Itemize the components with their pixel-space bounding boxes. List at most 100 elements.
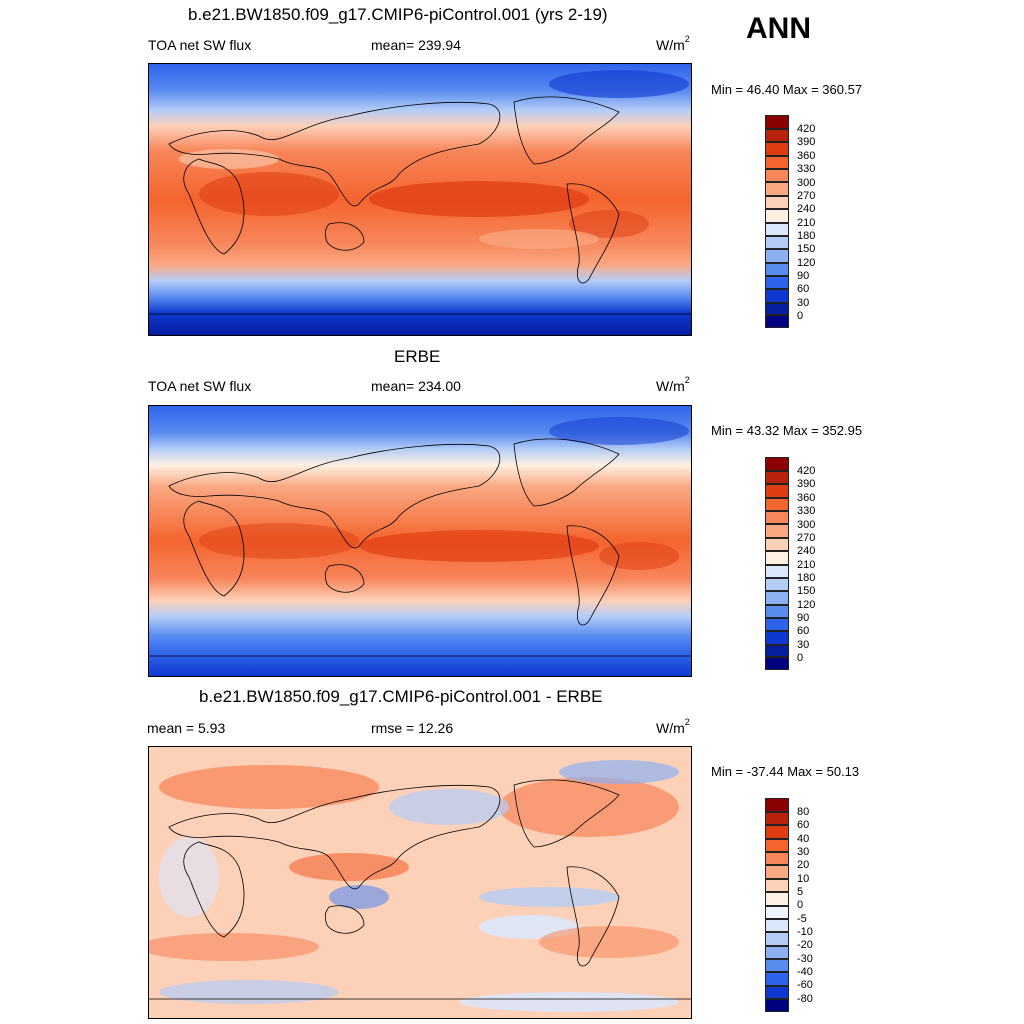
- panel2-swatch: [765, 591, 789, 605]
- panel2-colorbar-label: 210: [797, 559, 816, 571]
- panel1-swatch: [765, 303, 789, 315]
- panel3-swatch: [765, 879, 789, 892]
- panel2-swatch: [765, 538, 789, 551]
- panel3-swatch: [765, 906, 789, 919]
- panel1-swatch: [765, 276, 789, 289]
- panel1-colorbar-label: 360: [797, 150, 816, 162]
- panel3-swatch: [765, 798, 789, 812]
- panel1-colorbar-label: 150: [797, 243, 816, 255]
- panel1-title: b.e21.BW1850.f09_g17.CMIP6-piControl.001…: [188, 5, 608, 24]
- panel1-swatch: [765, 223, 789, 236]
- panel2-title: ERBE: [394, 347, 441, 366]
- panel1-colorbar-label: 420: [797, 123, 816, 135]
- panel2-swatch: [765, 605, 789, 618]
- panel3-colorbar-label: 40: [797, 833, 810, 845]
- panel3-units: W/m2: [656, 717, 690, 736]
- panel3-swatch: [765, 852, 789, 865]
- panel3-swatch: [765, 959, 789, 972]
- panel2-minmax: Min = 43.32 Max = 352.95: [711, 423, 863, 438]
- panel3-swatch: [765, 919, 789, 932]
- panel3-swatch: [765, 825, 789, 839]
- panel1-swatch: [765, 115, 789, 129]
- panel3-colorbar-label: -60: [797, 979, 813, 991]
- panel3-swatch: [765, 972, 789, 986]
- panel2-colorbar-label: 0: [797, 652, 804, 664]
- panel1-variable-label: TOA net SW flux: [148, 37, 252, 53]
- panel2-colorbar-label: 60: [797, 625, 810, 637]
- panel3-colorbar-label: 10: [797, 873, 810, 885]
- panel3-swatch: [765, 892, 789, 906]
- panel1-minmax: Min = 46.40 Max = 360.57: [711, 82, 863, 97]
- panel2-swatch: [765, 471, 789, 484]
- panel2-colorbar-label: 30: [797, 639, 810, 651]
- panel1-colorbar-label: 60: [797, 283, 810, 295]
- panel2-colorbar-label: 420: [797, 465, 816, 477]
- panel2-colorbar-label: 90: [797, 612, 810, 624]
- panel2-colorbar-label: 330: [797, 505, 816, 517]
- panel1-colorbar: 420 390 360 330 300 270 240 210 180 150 …: [765, 115, 815, 328]
- panel3-swatch: [765, 946, 789, 959]
- panel2-colorbar-label: 150: [797, 585, 816, 597]
- panel2-units: W/m2: [656, 375, 690, 394]
- panel3-colorbar-label: -80: [797, 993, 813, 1005]
- panel1-colorbar-label: 270: [797, 190, 816, 202]
- panel1-swatch: [765, 196, 789, 209]
- panel1-swatch: [765, 315, 789, 328]
- panel1-colorbar-label: 240: [797, 203, 816, 215]
- panel3-swatch: [765, 812, 789, 825]
- panel3-colorbar-label: -30: [797, 953, 813, 965]
- panel3-colorbar-label: -10: [797, 926, 813, 938]
- panel2-colorbar: 420 390 360 330 300 270 240 210 180 150 …: [765, 457, 815, 670]
- panel1-swatch: [765, 263, 789, 276]
- panel2-variable-label: TOA net SW flux: [148, 378, 252, 394]
- panel2-colorbar-label: 390: [797, 478, 816, 490]
- panel2-swatch: [765, 631, 789, 645]
- panel1-colorbar-label: 0: [797, 310, 804, 322]
- panel1-swatch: [765, 236, 789, 249]
- panel1-colorbar-label: 210: [797, 217, 816, 229]
- panel1-swatch: [765, 129, 789, 142]
- panel1-swatch: [765, 169, 789, 182]
- panel3-swatch: [765, 839, 789, 852]
- panel3-colorbar: 80 60 40 30 20 10 5 0 -5 -10 -20 -30 -40…: [765, 798, 813, 1012]
- panel2-swatch: [765, 511, 789, 524]
- panel2-mean-label: mean= 234.00: [371, 378, 461, 394]
- panel3-swatch: [765, 865, 789, 879]
- panel2-swatch: [765, 657, 789, 670]
- panel1-colorbar-label: 120: [797, 257, 816, 269]
- panel2-swatch: [765, 565, 789, 578]
- panel1-swatch: [765, 142, 789, 156]
- panel2-colorbar-label: 240: [797, 545, 816, 557]
- panel3-colorbar-label: 60: [797, 819, 810, 831]
- panel2-colorbar-label: 180: [797, 572, 816, 584]
- panel2-swatch: [765, 524, 789, 538]
- panel2-swatch: [765, 498, 789, 511]
- panel3-mean-label: mean = 5.93: [147, 720, 226, 736]
- panel3-colorbar-label: 0: [797, 899, 804, 911]
- panel1-colorbar-label: 30: [797, 297, 810, 309]
- panel1-units: W/m2: [656, 34, 690, 53]
- panel1-map: [148, 63, 692, 336]
- panel3-colorbar-label: 20: [797, 859, 810, 871]
- panel3-swatch: [765, 932, 789, 946]
- panel1-swatch: [765, 209, 789, 223]
- panel3-colorbar-label: 5: [797, 886, 804, 898]
- season-label: ANN: [746, 12, 811, 45]
- panel3-colorbar-label: -20: [797, 939, 813, 951]
- panel2-swatch: [765, 618, 789, 631]
- panel3-title: b.e21.BW1850.f09_g17.CMIP6-piControl.001…: [199, 687, 603, 706]
- panel3-rmse-label: rmse = 12.26: [371, 720, 454, 736]
- panel1-colorbar-label: 90: [797, 270, 810, 282]
- panel2-swatch: [765, 551, 789, 565]
- panel2-colorbar-label: 300: [797, 519, 816, 531]
- panel3-colorbar-label: -5: [797, 913, 807, 925]
- panel2-swatch: [765, 645, 789, 657]
- panel3-swatch: [765, 986, 789, 999]
- panel1-colorbar-label: 330: [797, 163, 816, 175]
- panel3-swatch: [765, 999, 789, 1012]
- panel2-swatch: [765, 484, 789, 498]
- panel3-colorbar-label: -40: [797, 966, 813, 978]
- panel3-colorbar-label: 30: [797, 846, 810, 858]
- panel2-colorbar-label: 120: [797, 599, 816, 611]
- panel1-swatch: [765, 289, 789, 303]
